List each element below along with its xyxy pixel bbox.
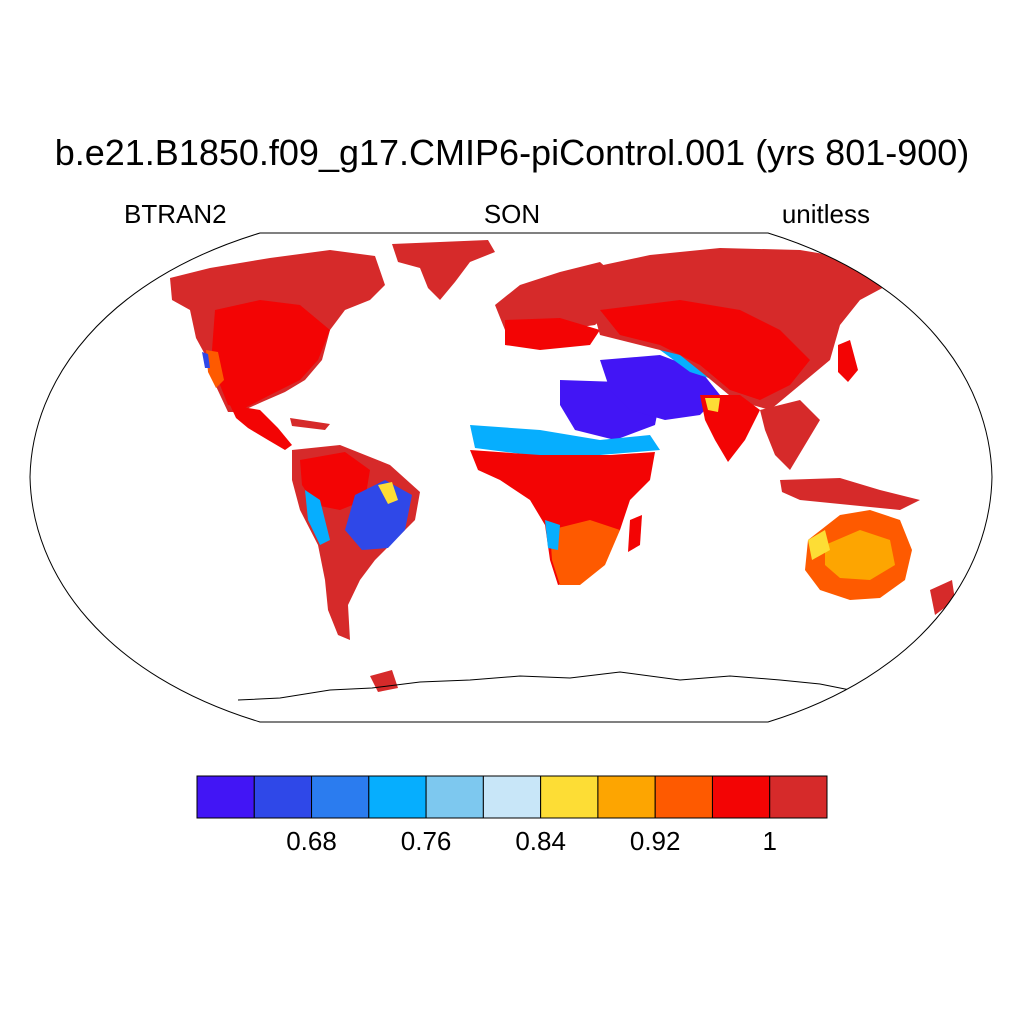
asia-central	[600, 300, 810, 400]
colorbar-swatch	[711, 775, 771, 819]
california-dry	[206, 350, 224, 388]
japan	[838, 340, 858, 382]
southern-africa	[550, 520, 620, 585]
southeast-asia	[760, 400, 820, 470]
antarctica-outline	[237, 671, 901, 701]
colorbar-swatch	[540, 775, 599, 819]
colorbar-swatch	[425, 775, 484, 819]
colorbar-swatch	[769, 775, 828, 819]
map-title: b.e21.B1850.f09_g17.CMIP6-piControl.001 …	[54, 132, 970, 173]
colorbar-swatch	[482, 775, 542, 819]
brazil-dry-edge	[378, 482, 398, 504]
colorbar-swatch	[311, 775, 370, 819]
variable-label: BTRAN2	[124, 199, 227, 229]
andes-dry	[305, 490, 330, 545]
new-zealand	[930, 580, 955, 615]
colorbar-tick-label: 0.92	[629, 826, 681, 856]
land-fields	[170, 240, 955, 701]
sahel	[470, 425, 660, 455]
madagascar	[628, 515, 642, 552]
namibia-dry	[545, 520, 560, 550]
globe-outline	[29, 232, 993, 723]
australia-interior	[825, 530, 895, 580]
india-dry	[705, 398, 720, 412]
caribbean	[290, 418, 330, 430]
australia-coast-dry	[808, 530, 830, 560]
colorbar-swatch	[368, 775, 427, 819]
colorbar-tick-label: 1	[762, 826, 777, 856]
colorbar-swatch	[253, 775, 313, 819]
season-label: SON	[483, 199, 541, 229]
antarctic-peninsula	[370, 670, 398, 692]
california-coast	[202, 352, 210, 368]
units-label: unitless	[781, 199, 870, 229]
central-africa	[470, 450, 655, 585]
colorbar-tick-label: 0.68	[286, 826, 337, 856]
colorbar-swatch	[654, 775, 713, 819]
greenland	[392, 240, 495, 300]
colorbar	[196, 775, 828, 819]
north-america-interior	[212, 300, 330, 408]
amazon	[300, 452, 370, 510]
india	[700, 395, 760, 462]
indonesia	[780, 478, 920, 510]
colorbar-tick-label: 0.76	[400, 826, 452, 856]
colorbar-swatch	[196, 775, 255, 819]
europe-south	[505, 318, 600, 350]
central-america	[230, 405, 292, 450]
colorbar-tick-label: 0.84	[515, 826, 566, 856]
colorbar-swatch	[597, 775, 656, 819]
